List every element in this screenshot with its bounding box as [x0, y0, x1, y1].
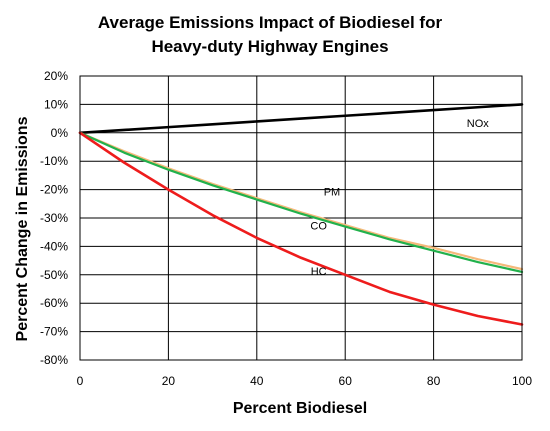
y-axis-title: Percent Change in Emissions: [14, 116, 31, 341]
plot-frame: [79, 75, 523, 361]
series-labels: NOx PM CO HC: [310, 118, 489, 278]
series-line-co: [78, 131, 524, 274]
y-tick-label: 20%: [44, 69, 68, 83]
x-tick-label: 20: [162, 374, 176, 388]
x-axis-title: Percent Biodiesel: [233, 400, 367, 417]
y-tick-label: -10%: [40, 154, 68, 168]
chart-title-line-1: Average Emissions Impact of Biodiesel fo…: [98, 13, 443, 32]
y-tick-label: -70%: [40, 325, 68, 339]
y-tick-label: -60%: [40, 296, 68, 310]
series-line-nox: [78, 103, 524, 135]
x-tick-label: 40: [250, 374, 264, 388]
y-tick-label: -30%: [40, 211, 68, 225]
y-tick-label: -50%: [40, 268, 68, 282]
series-line-pm: [78, 131, 524, 271]
series-label-co: CO: [310, 220, 327, 232]
series-label-pm: PM: [324, 186, 341, 198]
x-tick-label: 100: [512, 374, 532, 388]
series-label-nox: NOx: [467, 118, 490, 130]
series-lines: [78, 103, 524, 326]
y-tick-label: 10%: [44, 97, 68, 111]
y-tick-label: -20%: [40, 183, 68, 197]
x-tick-label: 80: [427, 374, 441, 388]
y-tick-label: 0%: [51, 126, 69, 140]
x-tick-label: 0: [77, 374, 84, 388]
y-tick-label: -80%: [40, 353, 68, 367]
y-tick-label: -40%: [40, 239, 68, 253]
series-line-hc: [78, 131, 524, 326]
series-label-hc: HC: [311, 266, 327, 278]
x-tick-label: 60: [339, 374, 353, 388]
tick-labels: 20% 10% 0% -10% -20% -30% -40% -50% -60% -70% -80%…: [40, 69, 532, 388]
chart-title-line-2: Heavy-duty Highway Engines: [151, 37, 388, 56]
